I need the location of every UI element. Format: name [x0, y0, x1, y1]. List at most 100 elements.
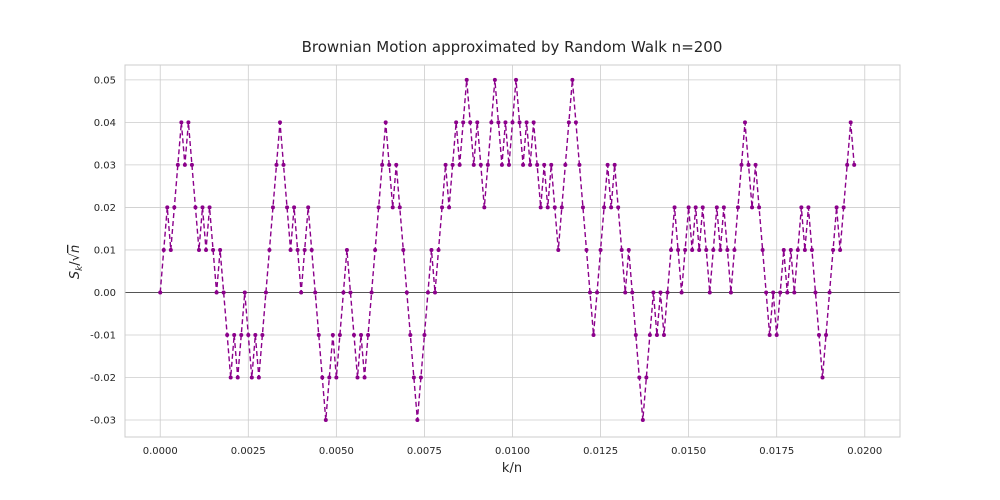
data-point [700, 205, 705, 210]
data-point [196, 247, 201, 252]
data-point [517, 120, 522, 125]
data-point [485, 162, 490, 167]
svg-text:Sk/√n: Sk/√n [68, 245, 85, 279]
data-point [542, 162, 547, 167]
data-point [468, 120, 473, 125]
data-point [232, 332, 237, 337]
data-point [383, 120, 388, 125]
data-point [429, 247, 434, 252]
data-point [168, 247, 173, 252]
x-tick-label: 0.0025 [231, 446, 266, 457]
data-point [577, 162, 582, 167]
data-point [313, 290, 318, 295]
data-point [683, 247, 688, 252]
data-point [387, 162, 392, 167]
data-point [270, 205, 275, 210]
data-point [499, 162, 504, 167]
data-point [506, 162, 511, 167]
data-point [246, 332, 251, 337]
data-point [175, 162, 180, 167]
data-point [510, 120, 515, 125]
data-point [633, 332, 638, 337]
data-point [228, 375, 233, 380]
data-point [369, 290, 374, 295]
data-point [679, 290, 684, 295]
data-point [235, 375, 240, 380]
data-point [637, 375, 642, 380]
y-tick-label: -0.03 [90, 415, 116, 426]
data-point [595, 290, 600, 295]
data-point [732, 247, 737, 252]
data-point [697, 247, 702, 252]
y-tick-label: 0.04 [94, 118, 116, 129]
data-point [816, 332, 821, 337]
data-point [218, 247, 223, 252]
data-point [788, 247, 793, 252]
data-point [704, 247, 709, 252]
y-tick-label: -0.01 [90, 330, 116, 341]
data-point [714, 205, 719, 210]
series-random-walk [158, 77, 857, 422]
data-point [834, 205, 839, 210]
series-line [159, 79, 855, 421]
data-point [661, 332, 666, 337]
y-tick-label: -0.02 [90, 373, 116, 384]
data-point [306, 205, 311, 210]
x-tick-label: 0.0050 [319, 446, 354, 457]
data-point [408, 332, 413, 337]
data-point [665, 290, 670, 295]
x-tick-label: 0.0075 [407, 446, 442, 457]
data-point [225, 332, 230, 337]
x-tick-labels: 0.0000 0.0025 0.0050 0.0075 0.0100 0.0125 0.01… [143, 446, 883, 457]
data-point [186, 120, 191, 125]
data-point [693, 205, 698, 210]
y-label-tail: /√ [68, 252, 83, 265]
data-point [401, 247, 406, 252]
data-point [778, 290, 783, 295]
data-point [253, 332, 258, 337]
data-point [686, 205, 691, 210]
data-point [337, 332, 342, 337]
data-point [556, 247, 561, 252]
data-point [256, 375, 261, 380]
data-point [436, 247, 441, 252]
data-point [764, 290, 769, 295]
data-point [802, 247, 807, 252]
y-label-base: S [68, 271, 83, 279]
y-tick-labels: -0.03 -0.02 -0.01 0.00 0.01 0.02 0.03 0.04 0.05 [90, 75, 116, 426]
data-point [588, 290, 592, 295]
data-point [344, 247, 349, 252]
data-point [450, 162, 455, 167]
data-point [792, 290, 797, 295]
data-point [760, 247, 765, 252]
data-point [390, 205, 395, 210]
x-tick-label: 0.0100 [495, 446, 530, 457]
data-point [443, 162, 448, 167]
data-point [373, 247, 378, 252]
data-point [263, 290, 268, 295]
data-point [288, 247, 293, 252]
data-point [179, 120, 184, 125]
data-point [433, 290, 437, 295]
data-point [489, 120, 494, 125]
data-point [524, 120, 529, 125]
data-point [725, 247, 730, 252]
data-point [471, 162, 476, 167]
data-point [718, 247, 723, 252]
data-point [552, 205, 557, 210]
data-point [267, 247, 272, 252]
data-point [274, 162, 279, 167]
data-point [619, 247, 624, 252]
x-tick-label: 0.0125 [583, 446, 618, 457]
data-point [478, 162, 483, 167]
data-point [454, 120, 459, 125]
y-tick-label: 0.05 [94, 75, 116, 86]
data-point [281, 162, 286, 167]
data-point [612, 162, 617, 167]
data-point [496, 120, 501, 125]
data-point [355, 375, 360, 380]
data-point [672, 205, 677, 210]
data-point [285, 205, 290, 210]
data-point [795, 247, 800, 252]
data-point [165, 205, 170, 210]
